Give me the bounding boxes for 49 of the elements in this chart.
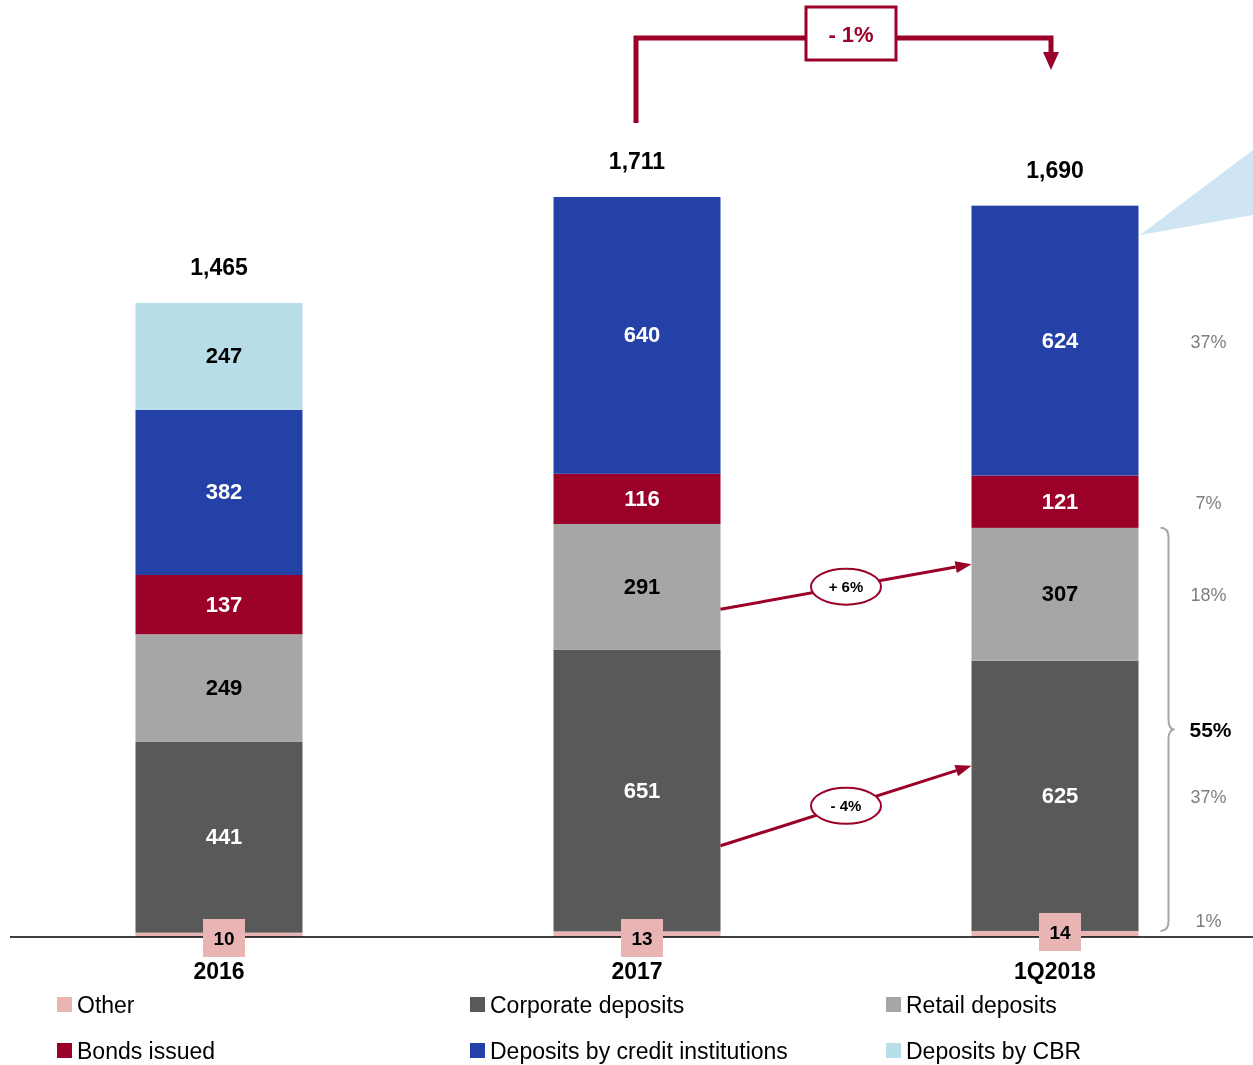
annotation: 37% [1190,331,1227,352]
legend-label: Bonds issued [77,1038,216,1064]
data-label: 640 [623,322,661,348]
data-label: 307 [1041,581,1079,607]
data-label: 382 [205,479,243,505]
bar [135,741,303,933]
bar [135,409,303,575]
data-label: 10 [213,928,235,949]
legend-label: Other [77,992,135,1018]
annotation: 37% [1190,786,1227,807]
text: - 1% [828,22,874,47]
x-tick-label: 1Q2018 [1014,958,1097,984]
data-label: 137 [205,591,243,617]
bar [971,527,1139,661]
bar [553,197,721,474]
bar [553,523,721,650]
data-label: 121 [1041,488,1079,514]
annotation: 1% [1195,911,1222,931]
data-label: 247 [205,343,243,369]
annotation: 7% [1195,492,1222,513]
bar [553,649,721,932]
annotation: + 6% [828,577,864,595]
data-label: 116 [624,485,660,511]
total-label: 1,711 [608,148,666,174]
data-label: 291 [623,573,661,599]
bar [971,475,1139,528]
x-tick-label: 2017 [611,958,663,984]
data-label: 13 [631,928,653,949]
bar [135,302,303,410]
bar [971,205,1139,476]
legend-label: Deposits by CBR [906,1038,1082,1064]
x-tick-label: 2016 [193,958,245,984]
data-label: 441 [205,824,243,850]
data-label: 249 [205,675,243,701]
annotation: - 4% [830,796,862,814]
data-label: 14 [1049,922,1071,943]
data-label: 651 [623,777,661,803]
total-label: 1,465 [190,253,248,280]
data-label: 624 [1041,327,1080,353]
bar [553,473,721,524]
total-label: 1,690 [1026,156,1084,183]
bar [135,634,303,742]
bar [135,575,303,635]
legend-label: Retail deposits [906,992,1057,1018]
annotation: 18% [1190,585,1227,606]
annotation: 55% [1189,718,1232,742]
legend-label: Corporate deposits [490,992,685,1018]
legend-label: Deposits by credit institutions [490,1038,788,1064]
data-label: 625 [1041,782,1079,808]
